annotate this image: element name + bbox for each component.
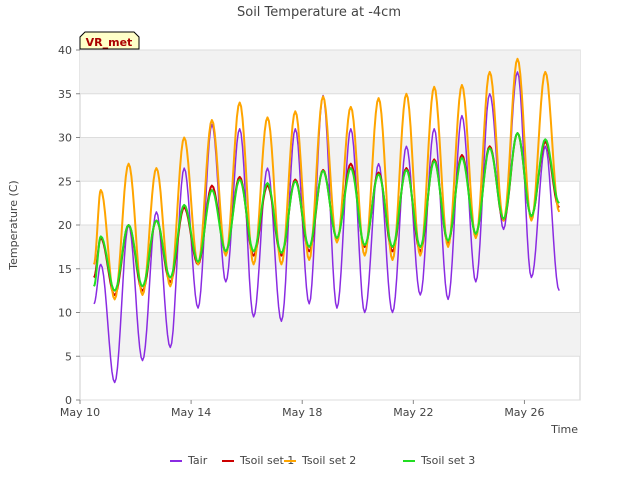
y-tick-label: 0 <box>65 394 72 407</box>
chart-title: Soil Temperature at -4cm <box>237 5 401 20</box>
legend-item: Tsoil set 3 <box>403 454 475 467</box>
legend-item: Tsoil set 2 <box>284 454 356 467</box>
legend: Tair Tsoil set 1 Tsoil set 2 Tsoil set 3 <box>170 454 475 467</box>
grid-band <box>80 312 580 357</box>
series-line-tsoil-set-2 <box>92 57 561 301</box>
legend-label: Tsoil set 3 <box>420 454 475 467</box>
y-tick-label: 30 <box>58 132 72 145</box>
y-axis-label: Temperature (C) <box>7 180 20 270</box>
series-line-tsoil-set-3 <box>93 132 560 292</box>
x-tick-label: May 26 <box>504 406 544 419</box>
legend-label: Tsoil set 1 <box>239 454 294 467</box>
y-tick-label: 15 <box>58 263 72 276</box>
x-tick-label: May 18 <box>282 406 322 419</box>
x-tick-label: May 14 <box>171 406 211 419</box>
y-tick-label: 5 <box>65 350 72 363</box>
series-lines <box>92 57 561 384</box>
annotation-badge: VR_met <box>79 31 140 50</box>
annotation-text: VR_met <box>86 36 133 49</box>
legend-label: Tsoil set 2 <box>301 454 356 467</box>
x-axis-ticks: May 10 May 14 May 18 May 22 May 26 <box>60 400 545 419</box>
x-tick-label: May 22 <box>393 406 433 419</box>
y-tick-label: 10 <box>58 307 72 320</box>
y-tick-label: 20 <box>58 219 72 232</box>
grid-band <box>80 225 580 269</box>
legend-item: Tair <box>170 454 208 467</box>
legend-label: Tair <box>187 454 208 467</box>
x-tick-label: May 10 <box>60 406 100 419</box>
y-tick-label: 40 <box>58 44 72 57</box>
legend-item: Tsoil set 1 <box>222 454 294 467</box>
x-axis-label: Time <box>550 423 578 436</box>
y-axis-ticks: 0 5 10 15 20 25 30 35 40 <box>58 44 80 407</box>
y-tick-label: 35 <box>58 88 72 101</box>
y-tick-label: 25 <box>58 175 72 188</box>
grid-band <box>80 50 580 94</box>
